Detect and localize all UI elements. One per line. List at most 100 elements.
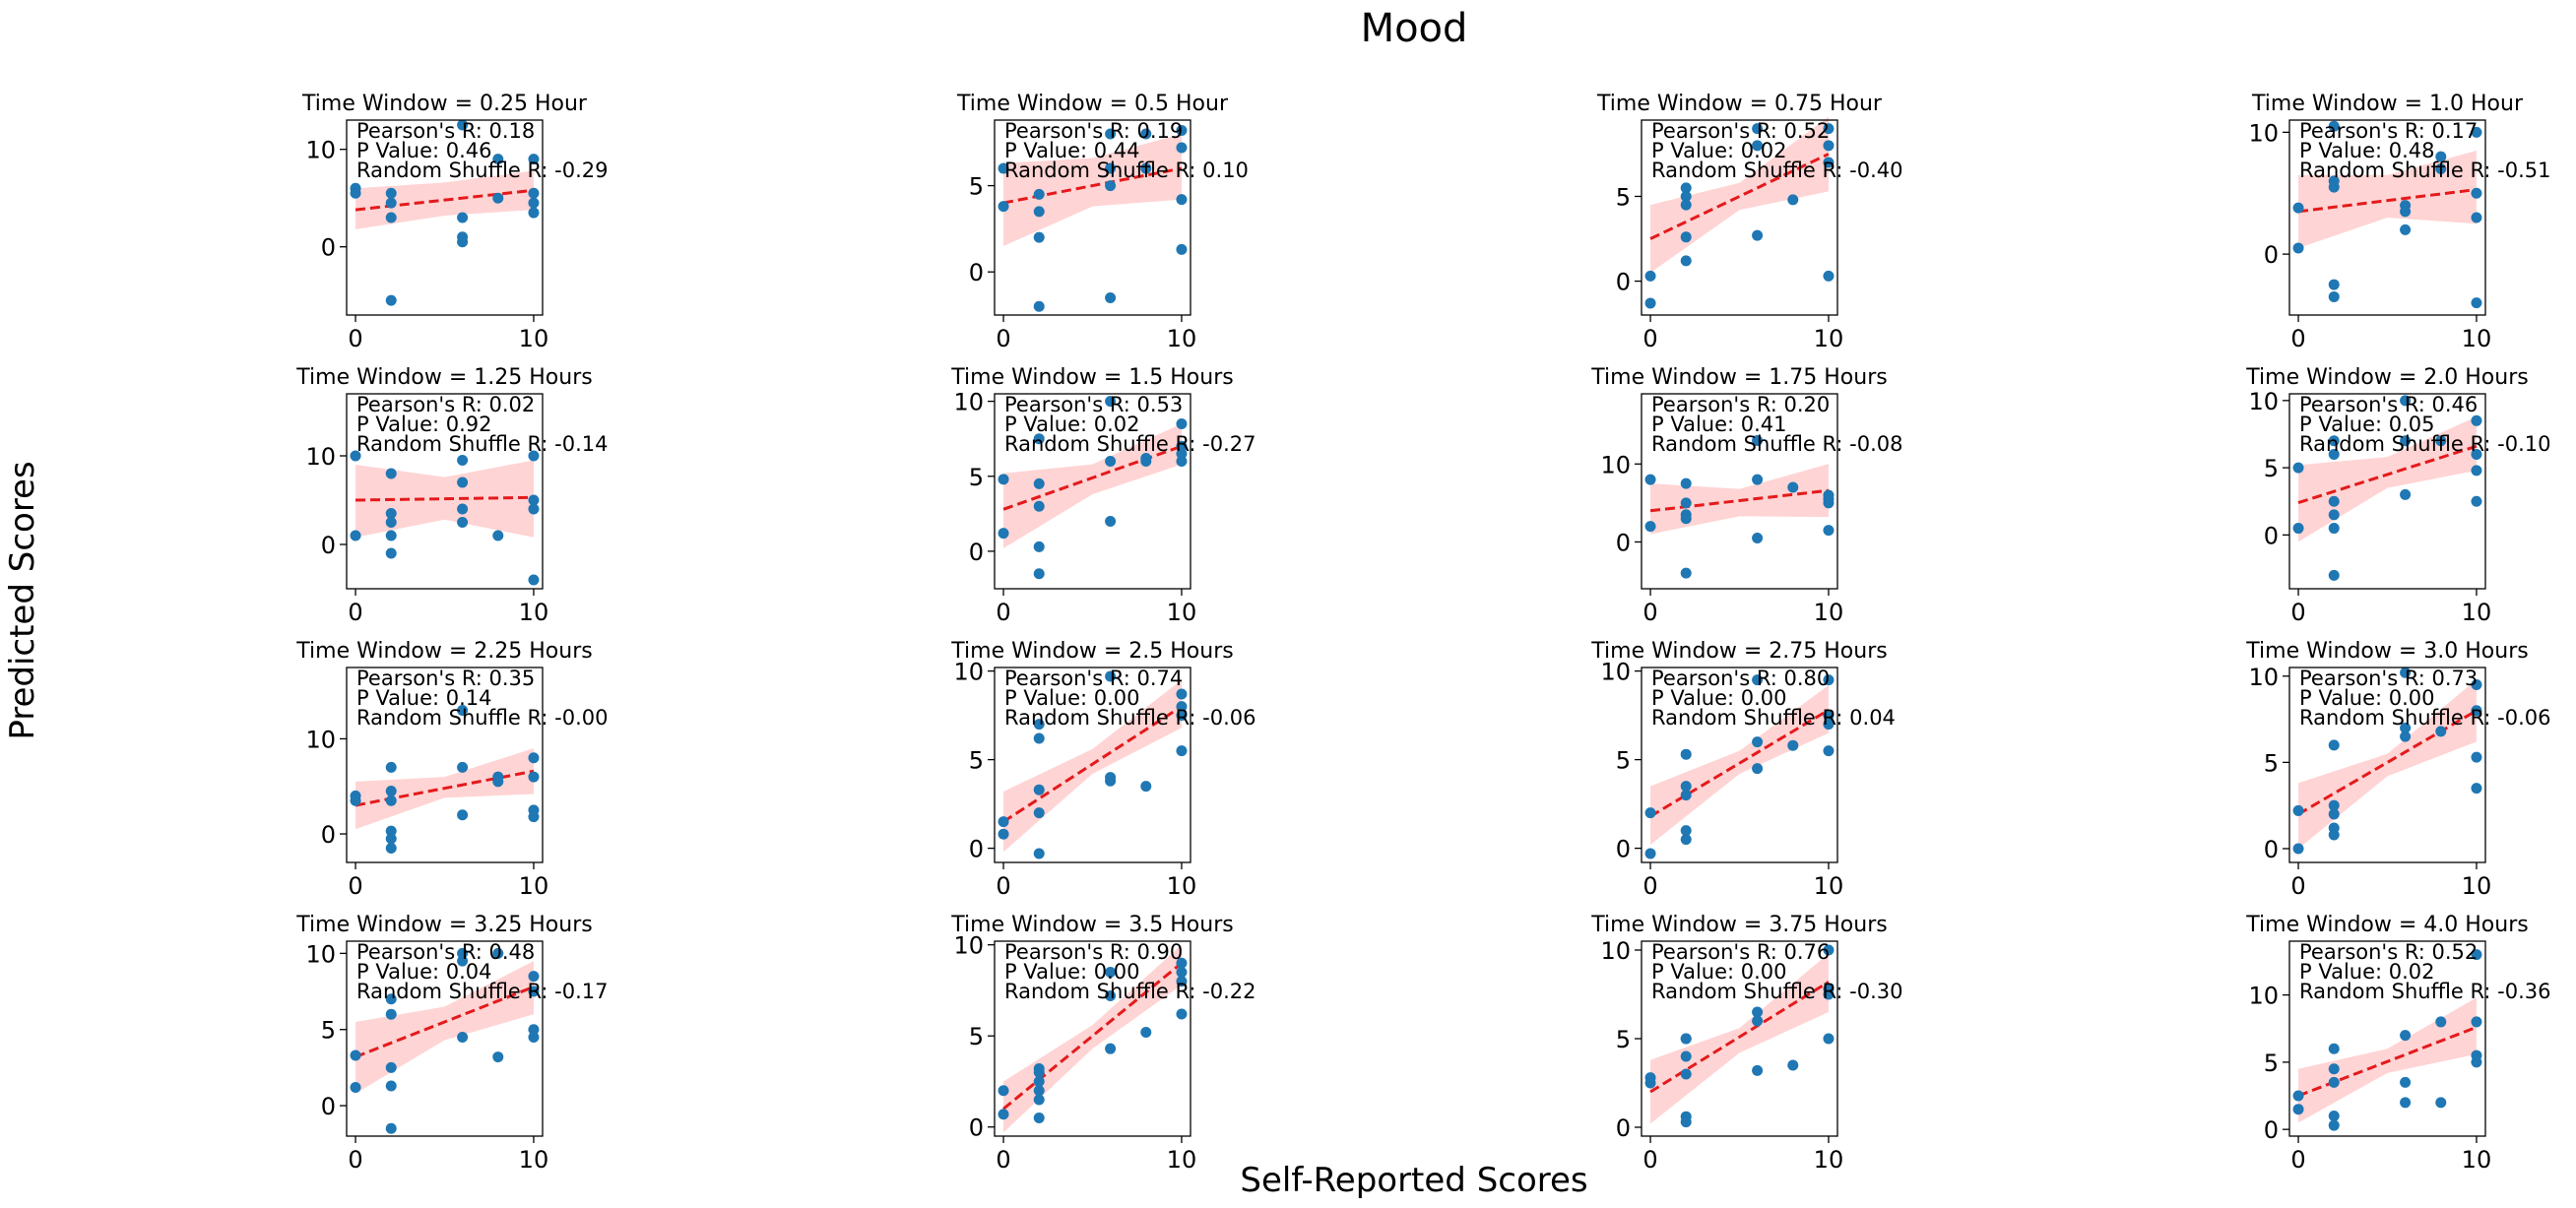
- data-point: [1823, 270, 1835, 282]
- data-point: [385, 197, 397, 209]
- data-point: [1752, 763, 1764, 775]
- confidence-band: [1003, 944, 1182, 1133]
- regression-line: [2297, 444, 2478, 505]
- data-point: [385, 825, 397, 837]
- data-point: [385, 517, 397, 528]
- x-tick-label: 0: [348, 872, 362, 900]
- data-point: [2435, 1097, 2447, 1109]
- data-point: [2328, 1063, 2340, 1075]
- data-point: [1033, 1112, 1045, 1123]
- regression-line: [1649, 153, 1830, 240]
- data-point: [528, 574, 540, 586]
- data-point: [1033, 848, 1045, 859]
- data-point: [1140, 1027, 1152, 1039]
- regression-line: [2297, 1025, 2478, 1098]
- data-point: [2471, 212, 2482, 223]
- random-shuffle-r-text: Random Shuffle R: -0.10: [2299, 432, 2551, 456]
- axes-frame: [346, 393, 544, 590]
- data-point: [385, 795, 397, 806]
- data-point: [1176, 976, 1188, 987]
- data-point: [2471, 414, 2482, 426]
- data-point: [1176, 1008, 1188, 1020]
- data-point: [1644, 1072, 1656, 1084]
- y-tick-label: 5: [969, 464, 984, 491]
- pearson-r-text: Pearson's R: 0.90: [1004, 940, 1183, 964]
- data-point: [1105, 772, 1117, 784]
- data-point: [457, 761, 469, 773]
- y-tick-label: 10: [305, 137, 336, 164]
- data-point: [2400, 223, 2412, 235]
- data-point: [1680, 1050, 1692, 1062]
- x-tick-label: 10: [519, 325, 549, 352]
- data-point: [2400, 200, 2412, 212]
- x-tick-label: 10: [1167, 872, 1197, 900]
- data-point: [2328, 448, 2340, 460]
- subplot-2: Time Window = 0.5 Hour 0 10 0 5 Pearson's R: …: [956, 92, 1249, 352]
- subplot-title: Time Window = 3.0 Hours: [2245, 639, 2528, 664]
- data-point: [1033, 1063, 1045, 1075]
- data-point: [492, 530, 504, 541]
- data-point: [1752, 1006, 1764, 1018]
- x-tick-label: 0: [348, 1146, 362, 1174]
- data-point: [1105, 456, 1117, 468]
- p-value-text: P Value: 0.02: [1651, 139, 1787, 162]
- subplot-title: Time Window = 3.75 Hours: [1590, 913, 1887, 937]
- data-point: [2400, 1076, 2412, 1088]
- data-point: [385, 993, 397, 1005]
- y-tick-label: 10: [2248, 664, 2279, 691]
- y-tick-label: 5: [969, 747, 984, 775]
- data-point: [1644, 474, 1656, 485]
- subplot-9: Time Window = 2.25 Hours 0 10 0 10 Pearson's …: [295, 639, 608, 900]
- data-point: [2328, 1043, 2340, 1054]
- data-point: [1033, 231, 1045, 243]
- random-shuffle-r-text: Random Shuffle R: -0.29: [356, 159, 609, 182]
- data-point: [1033, 1075, 1045, 1087]
- data-point: [350, 187, 361, 199]
- confidence-band: [1003, 423, 1182, 548]
- data-point: [385, 294, 397, 306]
- data-point: [1033, 188, 1045, 200]
- data-point: [2471, 783, 2482, 795]
- x-tick-label: 0: [1642, 1146, 1657, 1174]
- confidence-band: [2298, 416, 2477, 542]
- data-point: [2292, 1090, 2304, 1102]
- data-point: [1680, 477, 1692, 489]
- data-point: [457, 517, 469, 528]
- regression-line: [1649, 708, 1830, 818]
- data-point: [1823, 123, 1835, 135]
- data-point: [998, 528, 1009, 540]
- data-point: [457, 947, 469, 959]
- y-tick-label: 0: [1616, 529, 1631, 556]
- y-tick-label: 10: [1600, 937, 1631, 965]
- data-point: [528, 1031, 540, 1043]
- subplot-title: Time Window = 2.75 Hours: [1590, 639, 1887, 664]
- confidence-band: [355, 961, 534, 1094]
- x-tick-label: 0: [348, 325, 362, 352]
- data-point: [457, 704, 469, 716]
- p-value-text: P Value: 0.41: [1651, 413, 1787, 436]
- data-point: [2435, 151, 2447, 162]
- regression-line: [2297, 709, 2478, 816]
- data-point: [385, 508, 397, 519]
- p-value-text: P Value: 0.14: [356, 686, 492, 710]
- y-tick-label: 0: [1616, 1114, 1631, 1142]
- random-shuffle-r-text: Random Shuffle R: 0.04: [1651, 706, 1896, 730]
- data-point: [1105, 670, 1117, 682]
- data-point: [1033, 732, 1045, 744]
- data-point: [1680, 199, 1692, 211]
- y-tick-label: 0: [1616, 836, 1631, 863]
- random-shuffle-r-text: Random Shuffle R: -0.22: [1004, 980, 1256, 1003]
- x-tick-label: 10: [2462, 599, 2492, 626]
- regression-line: [2297, 188, 2478, 214]
- data-point: [457, 477, 469, 488]
- axes-frame: [2288, 393, 2486, 590]
- pearson-r-text: Pearson's R: 0.52: [1651, 119, 1830, 143]
- subplot-title: Time Window = 0.75 Hour: [1596, 92, 1883, 116]
- y-tick-label: 0: [969, 836, 984, 863]
- data-point: [385, 468, 397, 479]
- x-tick-label: 10: [1814, 325, 1844, 352]
- axes-frame: [994, 393, 1191, 590]
- y-tick-label: 0: [321, 234, 336, 262]
- random-shuffle-r-text: Random Shuffle R: -0.00: [356, 706, 609, 730]
- axes-frame: [346, 119, 544, 316]
